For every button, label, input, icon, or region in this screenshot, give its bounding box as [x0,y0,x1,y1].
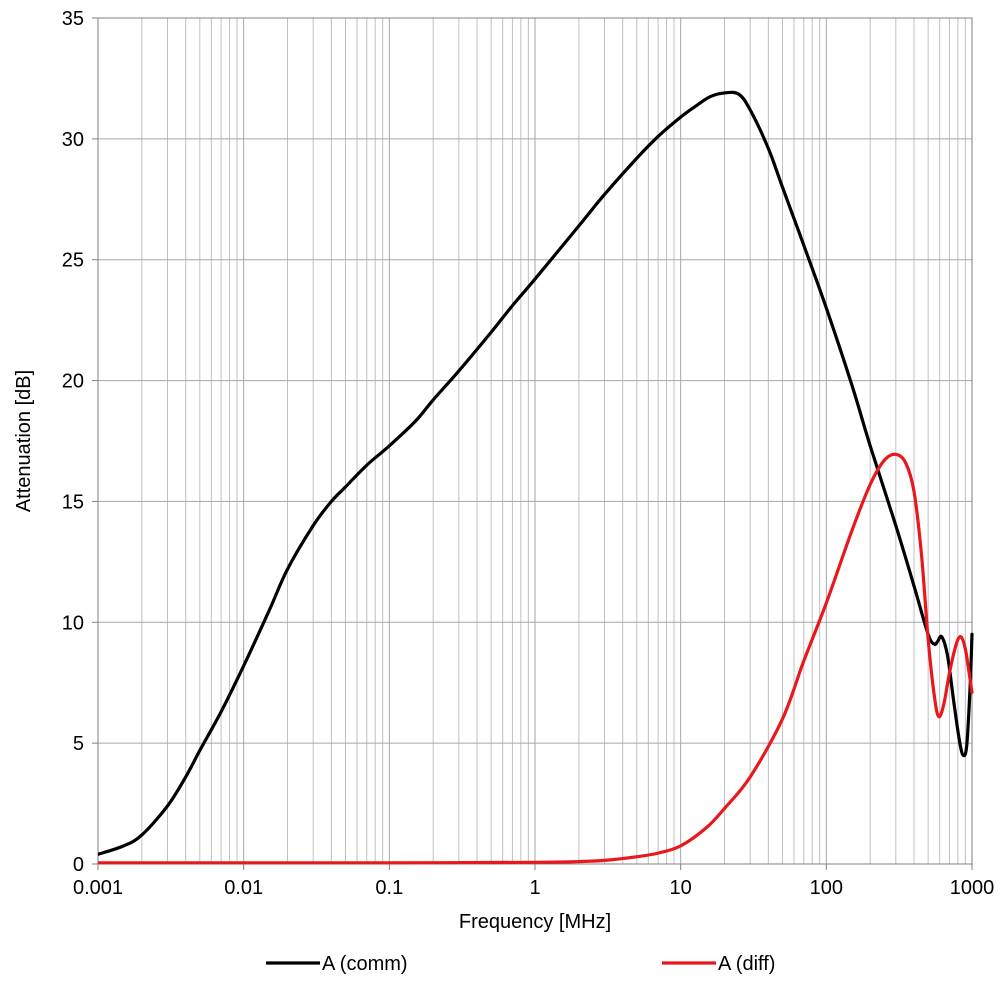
tick-layer: 0 5 10 15 20 25 30 35 0.001 0.01 0.1 1 10 100 1000 [62,8,995,899]
y-tick-label: 30 [62,129,84,151]
series-line-comm [98,90,974,856]
x-tick-label: 1 [529,877,540,899]
y-axis-label: Attenuation [dB] [13,370,35,512]
y-tick-label: 0 [73,854,84,876]
x-tick-label: 0.1 [375,877,403,899]
legend-label: A (diff) [718,953,775,975]
grid-layer [97,17,973,865]
x-tick-label: 0.01 [224,877,263,899]
x-tick-label: 0.001 [73,877,123,899]
y-tick-label: 5 [73,733,84,755]
y-tick-label: 25 [62,250,84,272]
y-tick-label: 15 [62,491,84,513]
series-line-diff [98,452,974,865]
y-tick-label: 35 [62,8,84,30]
x-tick-label: 100 [810,877,843,899]
legend-label: A (comm) [322,953,408,975]
y-tick-label: 20 [62,371,84,393]
x-tick-label: 1000 [950,877,995,899]
x-axis-label: Frequency [MHz] [459,911,611,933]
x-tick-label: 10 [670,877,692,899]
legend: A (comm) A (diff) [266,953,775,975]
series-layer [98,90,974,865]
y-tick-label: 10 [62,612,84,634]
